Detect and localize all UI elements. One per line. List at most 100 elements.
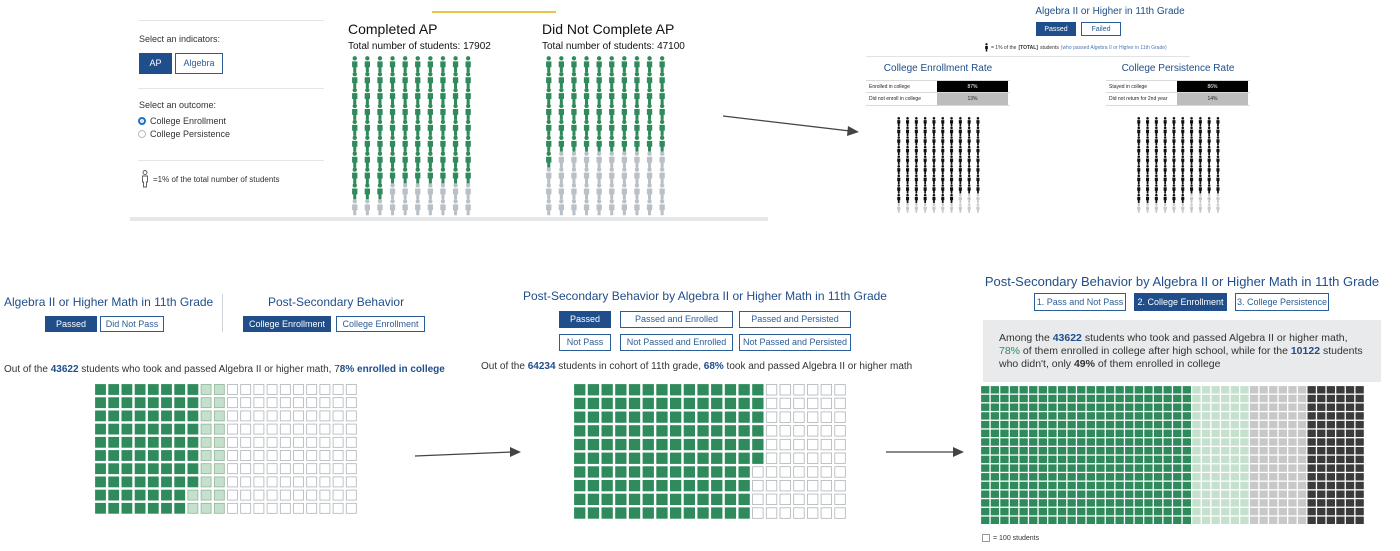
waffle-cell-not-passed	[793, 397, 805, 410]
person-icon	[452, 103, 459, 120]
did-not-pass-button[interactable]: Did Not Pass	[100, 316, 164, 332]
person-icon	[646, 199, 653, 216]
tab-pass-not-pass[interactable]: 1. Pass and Not Pass	[1034, 293, 1126, 311]
person-icon	[609, 135, 615, 152]
outcome-radio-enrollment[interactable]: College Enrollment	[138, 116, 226, 126]
waffle-cell-not-passed-not-enrolled	[1288, 429, 1297, 437]
waffle-cell-passed-enrolled	[1086, 516, 1095, 524]
waffle-cell-enrolled	[95, 502, 106, 514]
person-icon	[906, 165, 910, 175]
college-enrollment-button-alt[interactable]: College Enrollment	[336, 316, 425, 332]
waffle-cell-passed	[738, 384, 750, 396]
passed-button[interactable]: Passed	[1036, 22, 1076, 36]
waffle-cell-passed-enrolled	[1163, 464, 1172, 472]
waffle-cell-not-passed-enrolled	[1317, 516, 1326, 524]
waffle-cell-passed	[656, 466, 668, 478]
waffle-cell-enrolled	[95, 384, 106, 395]
waffle-cell-did-not-pass	[266, 450, 278, 461]
waffle-cell-passed-not-enrolled	[1240, 394, 1249, 403]
waffle-cell-passed-enrolled	[1153, 447, 1163, 455]
waffle-cell-passed	[752, 425, 764, 437]
not-pass-button[interactable]: Not Pass	[559, 334, 611, 351]
waffle-cell-passed-enrolled	[1125, 386, 1134, 394]
person-icon	[634, 56, 640, 73]
person-icon	[558, 119, 565, 136]
waffle-cell-enrolled	[108, 476, 120, 488]
waffle-cell-passed-enrolled	[1029, 412, 1038, 420]
waffle-cell-passed-not-enrolled	[1201, 464, 1211, 472]
person-icon	[967, 203, 971, 213]
waffle-cell-passed	[628, 411, 641, 423]
waffle-cell-passed	[601, 397, 613, 410]
person-icon	[415, 167, 421, 184]
person-icon	[427, 183, 434, 200]
person-icon	[415, 103, 421, 120]
waffle-cell-did-not-pass	[306, 476, 318, 488]
passed-enrolled-button[interactable]: Passed and Enrolled	[620, 311, 733, 328]
waffle-cell-passed-enrolled	[1173, 438, 1182, 446]
waffle-cell-enrolled	[134, 410, 146, 422]
person-icon	[609, 151, 615, 168]
not-passed-persisted-button[interactable]: Not Passed and Persisted	[739, 334, 851, 351]
waffle-cell-passed-not-enrolled	[1221, 429, 1230, 437]
waffle-cell-passed-enrolled	[1115, 447, 1124, 455]
radio-checked-icon[interactable]	[138, 117, 146, 125]
person-icon	[352, 71, 358, 89]
waffle-cell-passed-enrolled	[1048, 516, 1057, 524]
person-icon	[1163, 174, 1167, 184]
passed-button[interactable]: Passed	[559, 311, 611, 328]
waffle-cell-not-passed-enrolled	[1336, 429, 1345, 437]
waffle-cell-did-not-pass	[266, 489, 278, 501]
waffle-cell-passed	[683, 466, 695, 478]
panel5-legend: = 100 students	[982, 534, 1039, 542]
person-icon	[364, 183, 371, 200]
person-icon	[1207, 155, 1211, 165]
waffle-cell-passed-not-enrolled	[1192, 394, 1201, 403]
person-icon	[546, 87, 552, 104]
not-passed-enrolled-button[interactable]: Not Passed and Enrolled	[620, 334, 733, 351]
person-icon	[583, 183, 590, 200]
person-icon	[634, 183, 640, 200]
waffle-cell-passed-enrolled	[1163, 386, 1172, 394]
waffle-cell-enrolled	[147, 410, 159, 422]
person-icon	[1146, 117, 1150, 127]
person-icon	[1198, 117, 1202, 127]
passed-button[interactable]: Passed	[45, 316, 97, 332]
waffle-cell-passed-not-enrolled	[1211, 499, 1220, 507]
waffle-cell-passed-enrolled	[990, 386, 1000, 394]
waffle-cell-passed-enrolled	[1000, 429, 1009, 437]
waffle-cell-not-passed-not-enrolled	[1297, 447, 1307, 455]
tab-college-enrollment[interactable]: 2. College Enrollment	[1134, 293, 1227, 311]
radio-unchecked-icon[interactable]	[138, 130, 146, 138]
person-icon	[914, 145, 918, 156]
person-icon	[897, 174, 901, 184]
indicator-ap-button[interactable]: AP	[139, 53, 172, 74]
waffle-cell-passed-not-enrolled	[1201, 481, 1211, 490]
tab-college-persistence[interactable]: 3. College Persistence	[1235, 293, 1329, 311]
waffle-cell-passed	[642, 397, 654, 410]
college-enrollment-button[interactable]: College Enrollment	[243, 316, 331, 332]
waffle-cell-did-not-pass	[332, 436, 344, 448]
waffle-cell-passed-enrolled	[1134, 516, 1144, 524]
waffle-cell-enrolled	[147, 450, 159, 461]
waffle-cell-passed	[601, 452, 613, 464]
failed-button[interactable]: Failed	[1081, 22, 1121, 36]
passed-persisted-button[interactable]: Passed and Persisted	[739, 311, 851, 328]
waffle-cell-passed-enrolled	[1134, 420, 1144, 429]
person-icon	[377, 119, 383, 136]
indicator-algebra-button[interactable]: Algebra	[175, 53, 223, 74]
person-icon	[1181, 136, 1185, 146]
person-icon	[659, 167, 665, 184]
waffle-cell-not-passed-enrolled	[1336, 455, 1345, 464]
waffle-cell-passed-enrolled	[1134, 481, 1144, 490]
waffle-cell-passed	[574, 397, 586, 410]
outcome-radio-persistence[interactable]: College Persistence	[138, 129, 230, 139]
waffle-cell-not-passed	[834, 507, 846, 519]
waffle-cell-passed-enrolled	[1038, 473, 1047, 481]
waffle-cell-enrolled	[134, 463, 146, 475]
person-icon	[427, 56, 434, 73]
waffle-cell-passed-enrolled	[1038, 455, 1047, 464]
waffle-cell-passed-not-enrolled	[1230, 429, 1240, 437]
waffle-cell-passed-enrolled	[1067, 464, 1076, 472]
waffle-cell-passed-enrolled	[1019, 429, 1028, 437]
